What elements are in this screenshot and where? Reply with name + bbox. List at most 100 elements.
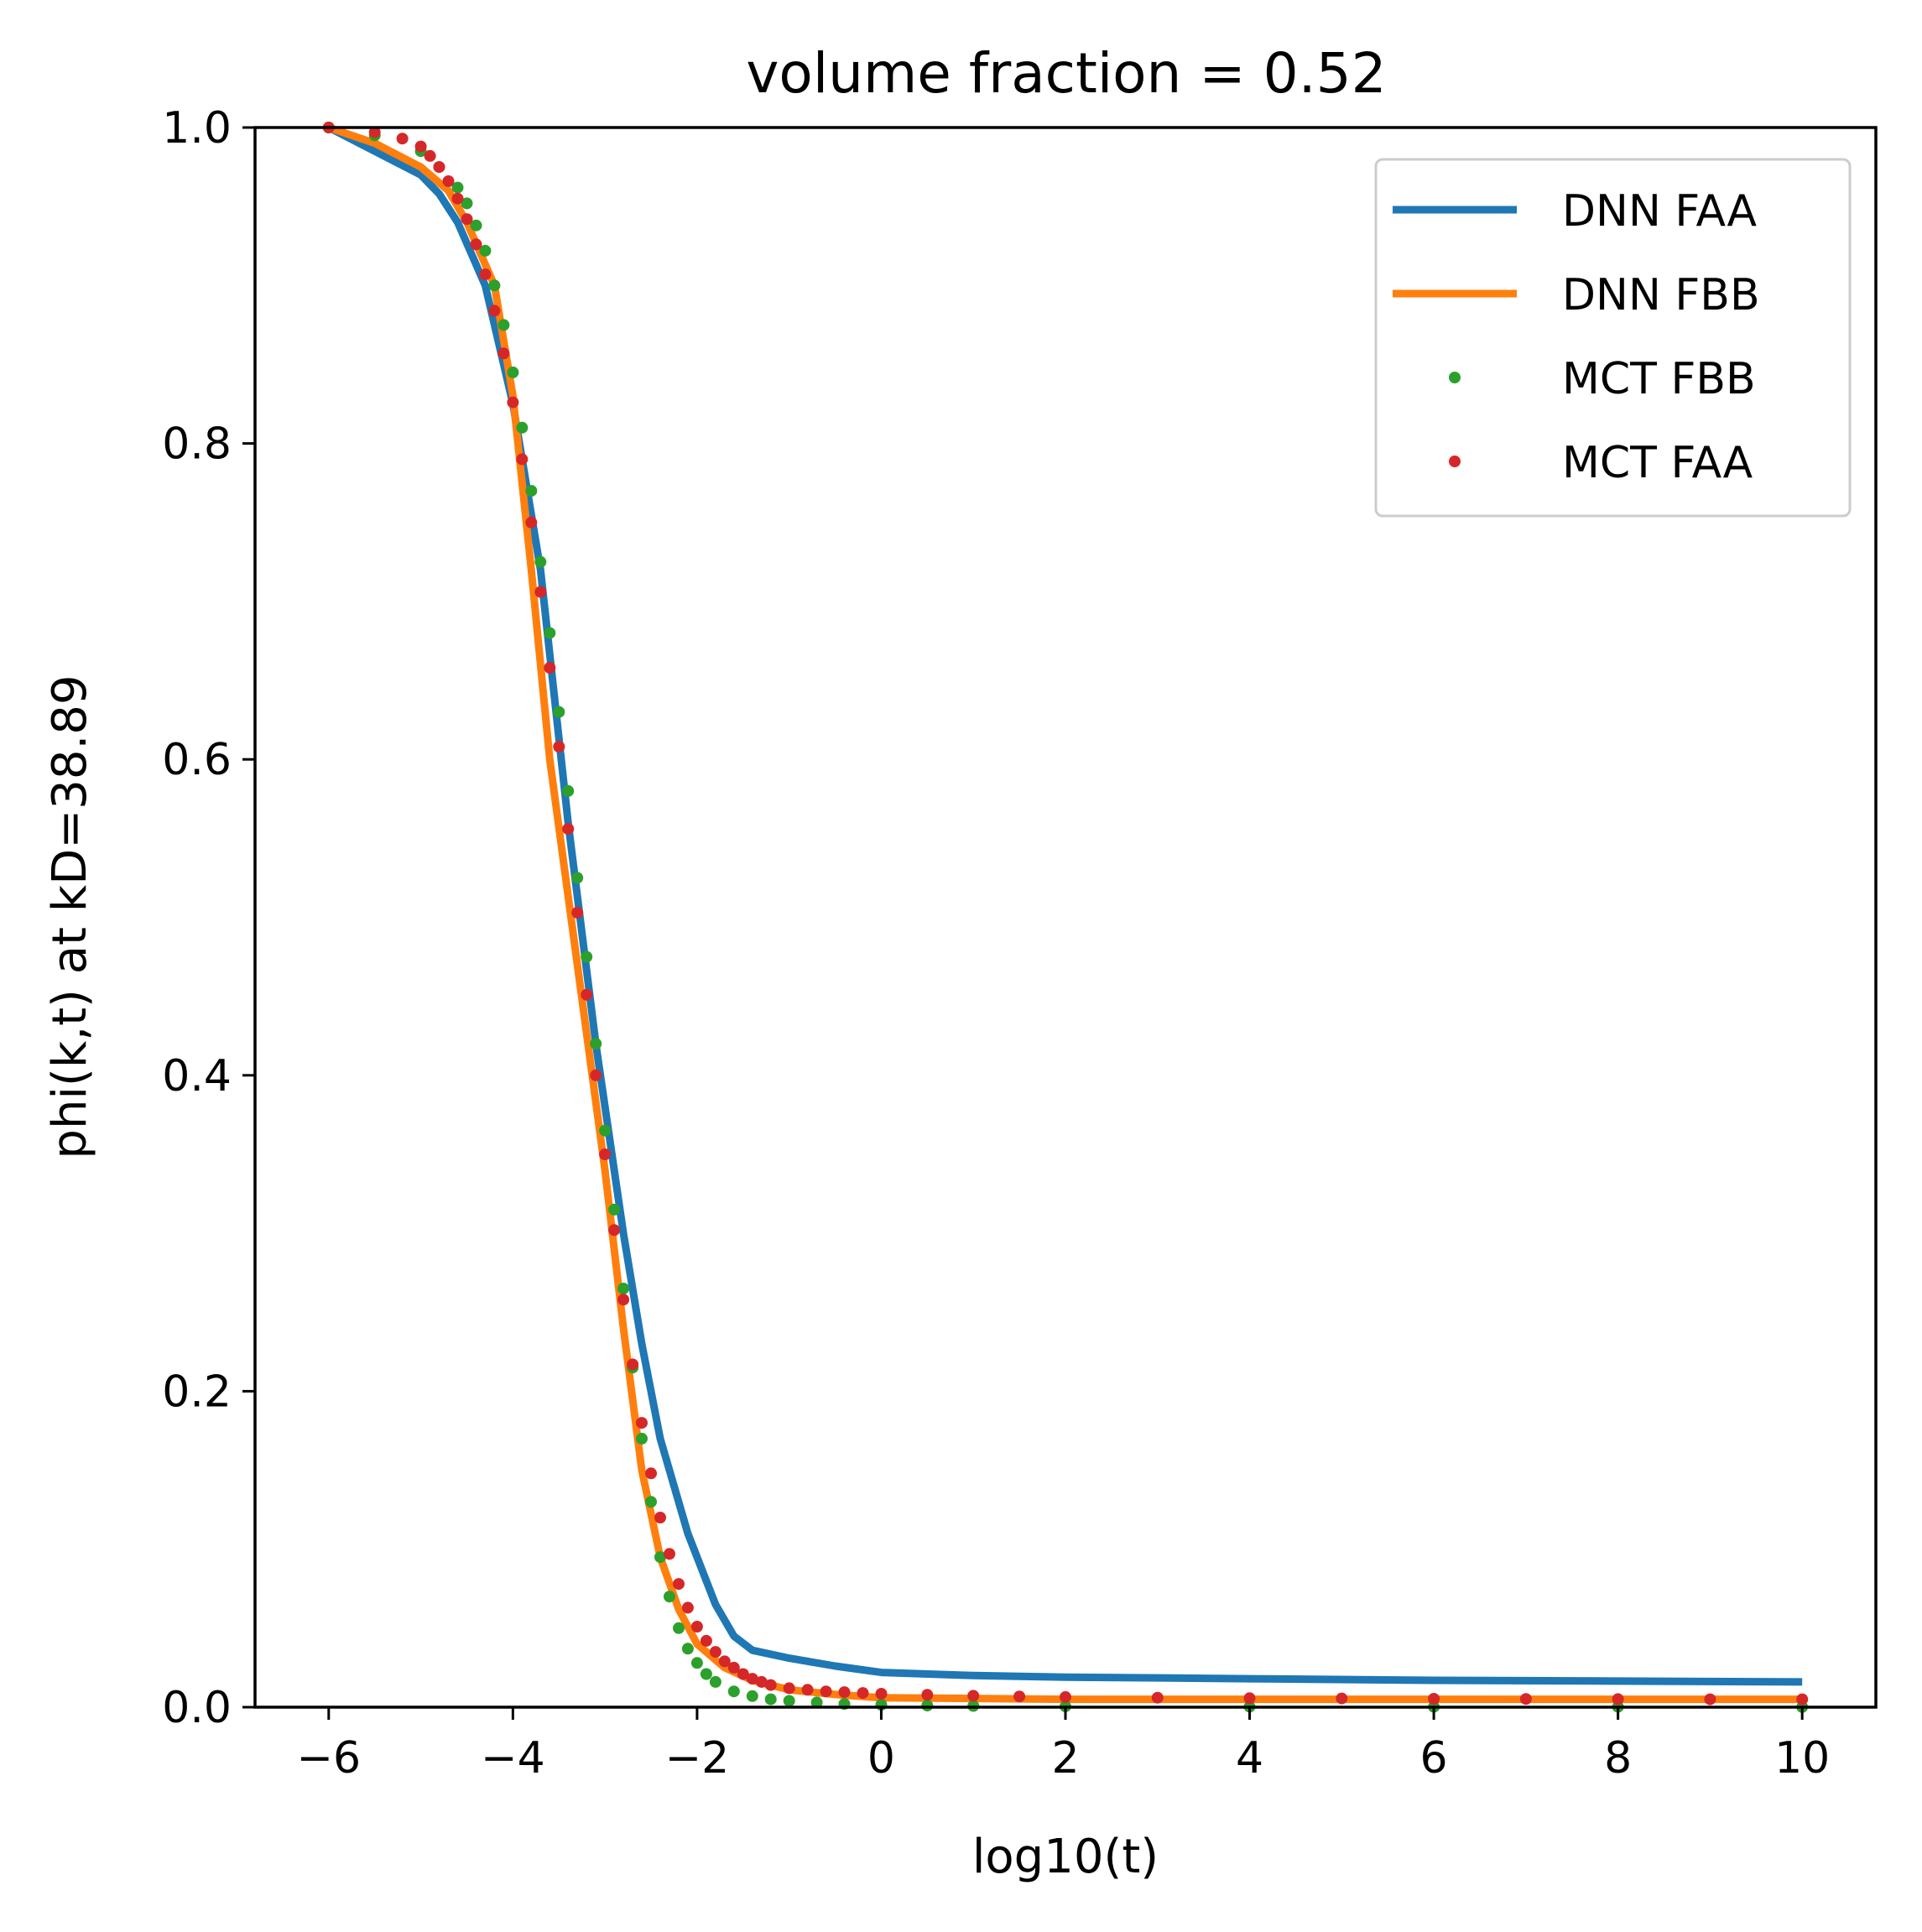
x-tick-label: −4 (481, 1733, 545, 1784)
data-point-mct-fbb (516, 421, 529, 434)
data-point-mct-fbb (590, 1038, 602, 1050)
data-point-mct-fbb (479, 244, 492, 257)
data-point-mct-faa (497, 347, 510, 360)
data-point-mct-faa (737, 1668, 749, 1680)
data-point-mct-faa (820, 1685, 832, 1698)
data-point-mct-faa (470, 238, 482, 251)
data-point-mct-faa (368, 126, 381, 138)
legend-swatch-mct-fbb (1449, 372, 1461, 383)
y-tick-label: 0.8 (162, 419, 232, 470)
x-axis-label: log10(t) (972, 1830, 1159, 1884)
data-point-mct-faa (727, 1661, 740, 1674)
data-point-mct-faa (801, 1684, 814, 1696)
data-point-mct-faa (461, 213, 473, 226)
data-point-mct-faa (681, 1601, 694, 1614)
y-tick-label: 0.2 (162, 1367, 232, 1417)
data-point-mct-faa (764, 1679, 777, 1691)
data-point-mct-faa (516, 453, 529, 466)
y-tick-label: 1.0 (162, 103, 232, 154)
data-point-mct-faa (1060, 1690, 1071, 1703)
data-point-mct-fbb (636, 1432, 648, 1445)
data-point-mct-faa (718, 1655, 731, 1668)
data-point-mct-faa (664, 1548, 675, 1560)
data-point-mct-faa (746, 1673, 758, 1685)
data-point-mct-faa (553, 741, 565, 753)
data-point-mct-faa (1243, 1692, 1256, 1705)
legend-label-mct-fbb: MCT FBB (1562, 354, 1756, 404)
x-tick-label: 6 (1420, 1733, 1448, 1784)
data-point-mct-fbb (617, 1283, 630, 1294)
data-point-mct-fbb (654, 1551, 666, 1564)
data-point-mct-faa (451, 192, 464, 205)
data-point-mct-faa (1151, 1691, 1164, 1704)
data-point-mct-fbb (451, 181, 464, 194)
y-axis: 0.0 0.2 0.4 0.6 0.8 1.0 (162, 103, 255, 1733)
data-point-mct-faa (599, 1148, 612, 1160)
data-point-mct-faa (654, 1512, 666, 1523)
data-point-mct-fbb (746, 1690, 758, 1702)
data-point-mct-fbb (645, 1496, 657, 1508)
legend-swatch-mct-faa (1449, 456, 1461, 467)
data-point-mct-fbb (690, 1657, 703, 1669)
data-point-mct-faa (1704, 1693, 1716, 1705)
data-point-mct-faa (1612, 1693, 1624, 1705)
data-point-mct-faa (608, 1224, 621, 1237)
x-tick-label: −2 (665, 1733, 730, 1784)
y-tick-label: 0.0 (162, 1683, 232, 1733)
data-point-mct-faa (627, 1358, 639, 1371)
x-axis: −6 −4 −2 0 2 4 6 8 10 (296, 1707, 1830, 1784)
data-point-mct-faa (442, 175, 455, 187)
data-point-mct-fbb (783, 1695, 795, 1707)
x-tick-label: 2 (1051, 1733, 1079, 1784)
data-point-mct-faa (875, 1688, 888, 1700)
data-point-mct-fbb (525, 485, 538, 497)
x-tick-label: 8 (1604, 1733, 1632, 1784)
data-point-mct-faa (645, 1467, 657, 1480)
data-point-mct-faa (488, 305, 501, 317)
data-point-mct-faa (396, 133, 409, 145)
y-tick-label: 0.4 (162, 1051, 232, 1101)
data-point-mct-faa (1428, 1693, 1440, 1705)
data-point-mct-faa (433, 161, 445, 174)
data-point-mct-fbb (681, 1643, 694, 1655)
data-point-mct-faa (414, 140, 427, 153)
data-point-mct-faa (534, 586, 547, 598)
x-tick-label: 0 (867, 1733, 895, 1784)
series-line-dnn-faa (326, 123, 1803, 1686)
legend: DNN FAA DNN FBB MCT FBB MCT FAA (1374, 158, 1852, 518)
data-point-mct-fbb (470, 219, 482, 232)
data-point-mct-faa (581, 988, 593, 1001)
data-point-mct-fbb (921, 1700, 934, 1712)
legend-label-dnn-fbb: DNN FBB (1562, 270, 1760, 320)
data-point-mct-fbb (534, 555, 547, 568)
data-point-mct-faa (1519, 1693, 1532, 1705)
data-point-mct-faa (921, 1689, 934, 1701)
data-point-mct-fbb (571, 872, 584, 884)
data-point-mct-faa (783, 1682, 795, 1695)
data-point-mct-faa (571, 906, 584, 919)
data-point-mct-fbb (553, 706, 565, 718)
series-points-mct-faa (322, 122, 1809, 1705)
x-tick-label: 10 (1774, 1733, 1830, 1784)
data-point-mct-fbb (581, 950, 593, 963)
data-point-mct-fbb (544, 627, 556, 639)
legend-label-mct-faa: MCT FAA (1562, 438, 1753, 488)
data-point-mct-faa (525, 516, 538, 529)
data-point-mct-faa (636, 1417, 648, 1429)
data-point-mct-fbb (727, 1685, 740, 1698)
data-point-mct-faa (617, 1294, 630, 1306)
data-point-mct-fbb (810, 1696, 823, 1709)
data-point-mct-fbb (673, 1622, 685, 1634)
x-tick-label: 4 (1236, 1733, 1263, 1784)
data-point-mct-fbb (664, 1591, 675, 1603)
data-point-mct-faa (755, 1675, 768, 1688)
data-point-mct-fbb (709, 1675, 721, 1688)
data-point-mct-fbb (488, 279, 501, 292)
data-point-mct-faa (562, 823, 575, 836)
chart-title: volume fraction = 0.52 (746, 41, 1386, 106)
data-point-mct-faa (544, 662, 556, 674)
data-point-mct-faa (1796, 1693, 1809, 1705)
data-point-mct-faa (709, 1646, 721, 1659)
data-point-mct-fbb (599, 1124, 612, 1137)
